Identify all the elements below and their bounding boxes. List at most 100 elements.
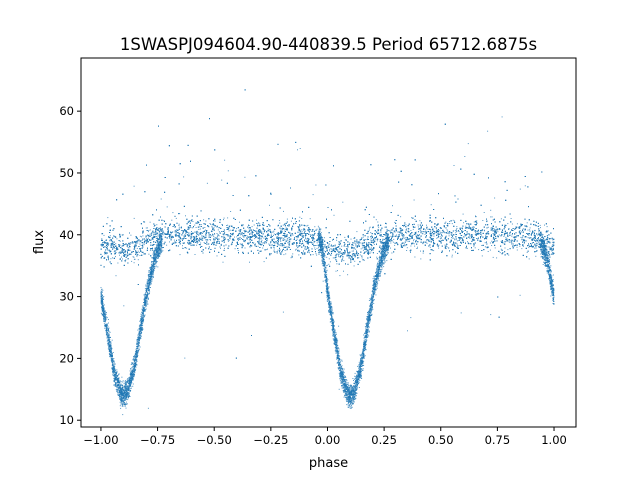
data-point	[194, 254, 196, 255]
data-point	[281, 227, 283, 229]
data-point	[370, 247, 372, 249]
data-point	[396, 234, 398, 236]
data-point	[124, 254, 126, 256]
data-point	[263, 261, 265, 263]
data-point	[172, 212, 174, 214]
data-point	[185, 215, 186, 217]
data-point	[341, 245, 343, 247]
data-point	[344, 239, 346, 241]
data-point	[514, 237, 516, 239]
data-point	[259, 238, 261, 240]
data-point	[446, 229, 448, 231]
data-point	[359, 254, 361, 256]
data-point	[421, 233, 423, 235]
data-point	[358, 257, 360, 259]
data-point	[461, 238, 463, 240]
data-point	[538, 231, 540, 233]
data-point	[369, 226, 371, 228]
data-point	[307, 224, 309, 226]
data-point	[417, 224, 419, 226]
data-point	[451, 223, 453, 225]
data-point	[400, 238, 402, 239]
data-point	[137, 239, 139, 241]
data-point	[425, 229, 427, 231]
data-point	[122, 234, 124, 236]
data-point	[437, 233, 439, 235]
data-point	[377, 221, 379, 223]
data-point	[464, 156, 466, 157]
data-point	[173, 239, 175, 241]
data-point	[501, 116, 503, 118]
data-point	[101, 238, 103, 240]
data-point	[347, 274, 349, 276]
data-point	[179, 254, 181, 256]
data-point	[202, 232, 203, 234]
data-point	[447, 230, 449, 232]
data-point	[286, 218, 288, 220]
data-point	[232, 238, 234, 240]
data-point	[291, 255, 293, 257]
data-point	[211, 225, 213, 227]
data-point	[195, 227, 197, 228]
data-point	[139, 235, 141, 237]
data-point	[416, 238, 418, 240]
data-point	[505, 236, 507, 238]
data-point	[305, 238, 307, 240]
data-point	[227, 170, 229, 172]
data-point	[214, 233, 215, 234]
data-point	[152, 230, 154, 232]
data-point	[190, 226, 192, 228]
data-point	[290, 257, 292, 259]
data-point	[279, 233, 281, 235]
data-point	[475, 224, 477, 226]
data-point	[231, 234, 233, 236]
data-point	[130, 234, 132, 236]
data-point	[331, 251, 333, 253]
data-point	[410, 317, 412, 319]
data-point	[178, 225, 180, 226]
data-point	[526, 236, 528, 238]
data-point	[247, 244, 249, 245]
data-point	[169, 241, 170, 243]
data-point	[208, 232, 210, 234]
data-point	[454, 238, 456, 240]
data-point	[406, 250, 408, 251]
data-point	[354, 256, 356, 258]
data-point	[462, 231, 464, 232]
data-point	[251, 232, 253, 234]
data-point	[137, 250, 139, 252]
data-point	[211, 235, 213, 237]
data-point	[528, 258, 530, 260]
data-point	[451, 256, 453, 258]
data-point	[502, 242, 504, 244]
data-point	[155, 234, 157, 236]
data-point	[312, 254, 314, 256]
data-point	[216, 242, 218, 243]
data-point	[528, 246, 530, 248]
data-point	[405, 224, 407, 226]
data-point	[145, 240, 147, 241]
data-point	[263, 237, 265, 239]
data-point	[190, 232, 192, 234]
data-point	[407, 330, 408, 332]
data-point	[312, 243, 314, 245]
data-point	[292, 234, 294, 236]
data-point	[167, 229, 169, 231]
data-point	[115, 252, 117, 254]
data-point	[227, 224, 229, 226]
data-point	[182, 248, 184, 249]
data-point	[283, 239, 285, 241]
data-point	[445, 248, 447, 250]
data-point	[490, 227, 492, 229]
data-point	[224, 232, 226, 233]
data-point	[544, 224, 545, 226]
data-point	[133, 262, 135, 264]
data-point	[316, 254, 318, 256]
data-point	[382, 239, 384, 241]
data-point	[142, 246, 144, 248]
data-point	[244, 241, 246, 243]
data-point	[364, 241, 366, 243]
data-point	[402, 229, 404, 231]
data-point	[277, 225, 279, 227]
data-point	[511, 223, 513, 225]
